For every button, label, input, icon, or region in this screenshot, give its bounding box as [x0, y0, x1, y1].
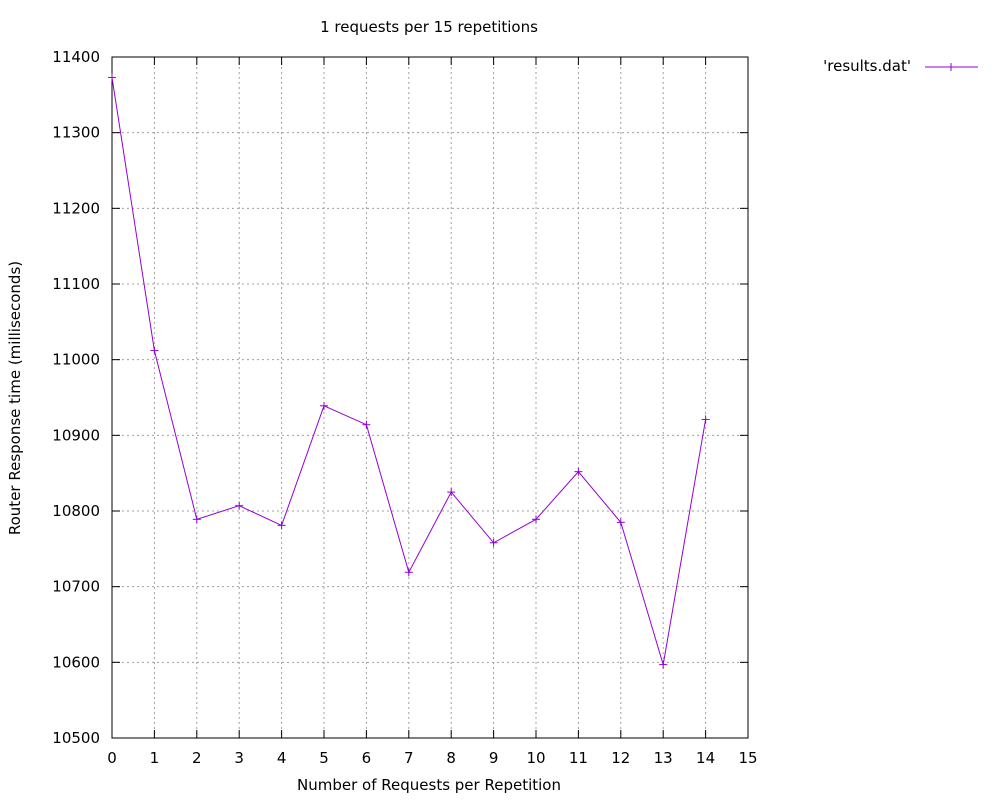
x-tick-label: 13 — [654, 749, 673, 767]
data-point — [532, 515, 540, 524]
x-tick-label: 0 — [107, 749, 117, 767]
legend-marker — [947, 63, 955, 71]
data-point — [447, 488, 456, 497]
x-tick-label: 6 — [362, 749, 372, 767]
x-tick-label: 15 — [738, 749, 757, 767]
y-axis-tick-labels: 10500 10600 10700 10800 10900 11000 11100 11200… — [52, 48, 100, 747]
series-results-dat — [108, 73, 710, 669]
y-axis-label: Router Response time (milliseconds) — [6, 261, 24, 535]
series-line — [111, 77, 707, 665]
x-tick-label: 11 — [569, 749, 588, 767]
data-point — [150, 346, 159, 355]
x-tick-label: 8 — [446, 749, 456, 767]
plot-frame — [111, 56, 749, 739]
x-tick-label: 5 — [319, 749, 329, 767]
y-tick-label: 11300 — [52, 124, 100, 142]
y-tick-label: 10800 — [52, 502, 100, 520]
x-tick-label: 4 — [277, 749, 287, 767]
y-tick-label: 10500 — [52, 729, 100, 747]
axis-ticks — [111, 56, 749, 739]
legend-label: 'results.dat' — [823, 57, 911, 75]
x-tick-label: 1 — [150, 749, 160, 767]
x-tick-label: 12 — [611, 749, 630, 767]
data-point — [701, 415, 710, 424]
data-point — [574, 467, 583, 476]
x-axis-tick-labels: 0 1 2 3 4 5 6 7 8 9 10 11 12 13 14 15 — [107, 749, 757, 767]
x-tick-label: 7 — [404, 749, 414, 767]
x-axis-label: Number of Requests per Repetition — [297, 776, 561, 794]
data-point — [659, 660, 668, 669]
y-tick-label: 11000 — [52, 351, 100, 369]
x-tick-label: 3 — [234, 749, 244, 767]
y-tick-label: 11100 — [52, 275, 100, 293]
grid — [112, 57, 748, 738]
legend: 'results.dat' — [823, 57, 978, 75]
data-point — [192, 515, 201, 524]
data-point — [320, 401, 328, 410]
y-tick-label: 10700 — [52, 578, 100, 596]
x-tick-label: 10 — [526, 749, 545, 767]
x-tick-label: 14 — [696, 749, 715, 767]
y-tick-label: 11400 — [52, 48, 100, 66]
data-point — [277, 521, 286, 530]
y-tick-label: 10900 — [52, 426, 100, 444]
data-point — [489, 538, 498, 547]
data-point — [616, 518, 625, 527]
x-tick-label: 9 — [489, 749, 499, 767]
chart-title: 1 requests per 15 repetitions — [320, 18, 538, 36]
y-tick-label: 11200 — [52, 199, 100, 217]
x-tick-label: 2 — [192, 749, 202, 767]
data-point — [362, 420, 371, 429]
data-point — [108, 73, 116, 82]
data-point — [235, 501, 244, 510]
y-tick-label: 10600 — [52, 653, 100, 671]
data-point — [404, 568, 413, 577]
